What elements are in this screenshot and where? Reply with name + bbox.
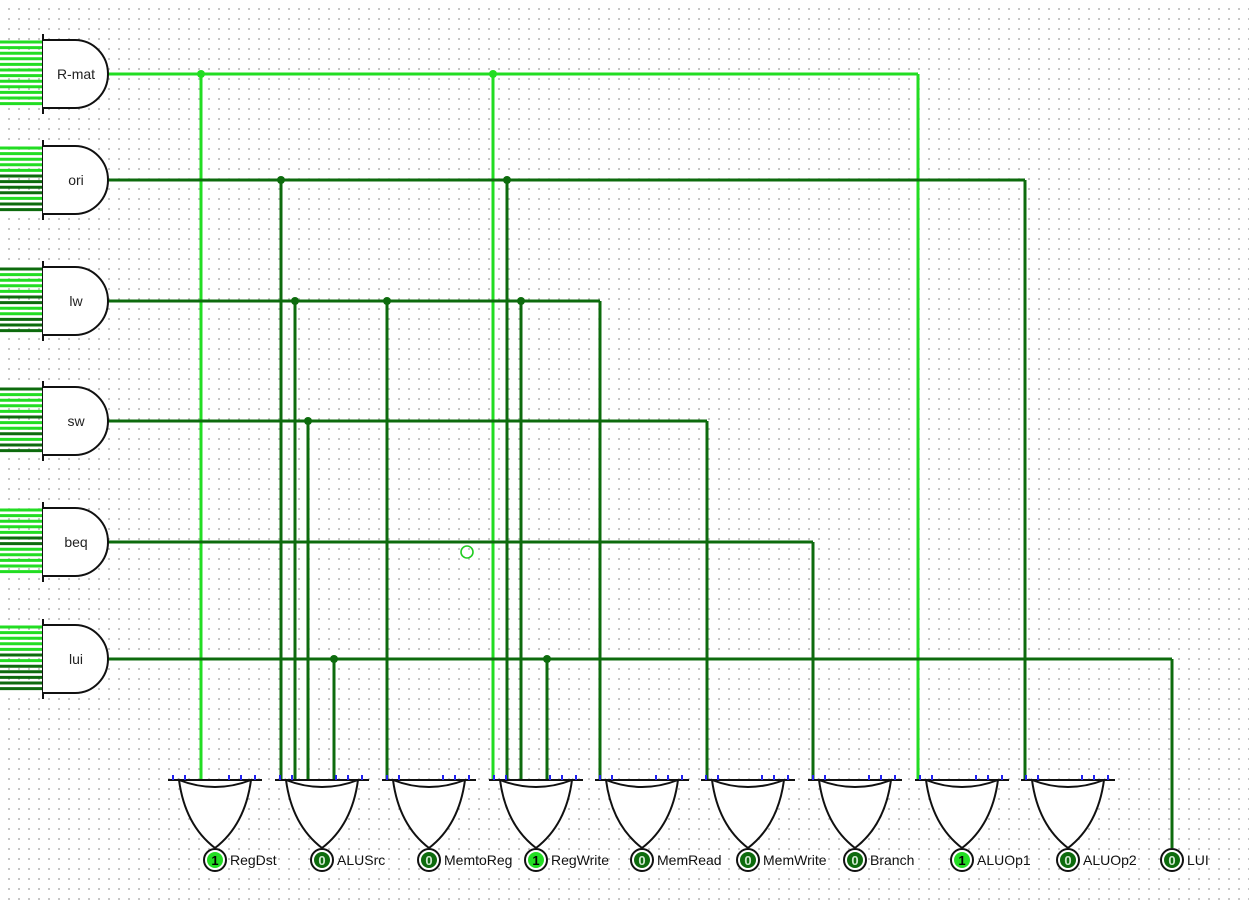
output-pin-led (847, 852, 863, 868)
output-pin-led (207, 852, 223, 868)
output-pin-value: 0 (851, 853, 858, 868)
wire-junction-dot (277, 176, 285, 184)
and-gate-lui[interactable]: lui (0, 619, 109, 699)
output-pin-value: 0 (425, 853, 432, 868)
and-gate-body (43, 624, 109, 694)
output-pin-value: 0 (318, 853, 325, 868)
and-gate-sw[interactable]: sw (0, 381, 109, 461)
output-pin-label: Branch (870, 852, 914, 868)
output-pin-value: 1 (958, 853, 965, 868)
or-gate-body (498, 778, 574, 850)
wires-layer (108, 70, 1174, 848)
or-gate-body (604, 778, 680, 850)
output-pin-label: ALUOp1 (977, 852, 1031, 868)
output-pin-led (740, 852, 756, 868)
or-gate-body (924, 778, 1000, 850)
output-pin-branch[interactable]: 0 Branch (843, 848, 914, 872)
output-pin-label: MemWrite (763, 852, 827, 868)
output-pin-led (1060, 852, 1076, 868)
or-gate-body (391, 778, 467, 850)
or-gate-aluop1[interactable] (915, 775, 1009, 850)
output-pin-memread[interactable]: 0 MemRead (630, 848, 722, 872)
or-gates-layer (168, 775, 1115, 850)
wire-junction-dot (489, 70, 497, 78)
wire-junction-dot (304, 417, 312, 425)
wire-junction-dot (543, 655, 551, 663)
wire-junction-dot (517, 297, 525, 305)
output-pin-value: 0 (638, 853, 645, 868)
and-gate-label: R-mat (57, 66, 95, 82)
output-pin-led (528, 852, 544, 868)
and-gate-body (43, 386, 109, 456)
output-pin-led (1164, 852, 1180, 868)
or-gate-aluop2[interactable] (1021, 775, 1115, 850)
or-gate-body (710, 778, 786, 850)
or-gate-regdst[interactable] (168, 775, 262, 850)
and-gate-body (43, 39, 109, 109)
output-pin-memtoreg[interactable]: 0 MemtoReg (417, 848, 512, 872)
and-gate-label: lui (69, 651, 83, 667)
output-pin-label: ALUSrc (337, 852, 385, 868)
output-pin-label: MemtoReg (444, 852, 512, 868)
and-gate-ori[interactable]: ori (0, 140, 109, 220)
and-gate-body (43, 266, 109, 336)
or-gate-body (817, 778, 893, 850)
wire-junction-dot (503, 176, 511, 184)
output-pin-alusrc[interactable]: 0 ALUSrc (310, 848, 385, 872)
or-gate-alusrc[interactable] (275, 775, 369, 850)
output-pin-led (421, 852, 437, 868)
gates-layer: R-mat ori lw sw beq lui (0, 34, 109, 699)
output-pin-label: ALUOp2 (1083, 852, 1137, 868)
and-gate-body (43, 507, 109, 577)
output-pin-regwrite[interactable]: 1 RegWrite (524, 848, 609, 872)
and-gate-label: beq (64, 534, 87, 550)
selection-probe-marker[interactable] (460, 545, 474, 559)
output-pin-value: 0 (1064, 853, 1071, 868)
and-gate-beq[interactable]: beq (0, 502, 109, 582)
or-gate-body (1030, 778, 1106, 850)
or-gate-branch[interactable] (808, 775, 902, 850)
output-pin-label: RegWrite (551, 852, 609, 868)
and-gate-label: ori (68, 172, 84, 188)
wire-junction-dot (330, 655, 338, 663)
and-gate-lw[interactable]: lw (0, 261, 109, 341)
and-gate-r-mat[interactable]: R-mat (0, 34, 109, 114)
or-gate-memwrite[interactable] (701, 775, 795, 850)
or-gate-body (177, 778, 253, 850)
or-gate-body (284, 778, 360, 850)
wire-junction-dot (291, 297, 299, 305)
output-pin-led (314, 852, 330, 868)
or-gate-regwrite[interactable] (489, 775, 583, 850)
and-gate-body (43, 145, 109, 215)
or-gate-memread[interactable] (595, 775, 689, 850)
output-pin-label: LUI (1187, 852, 1209, 868)
output-pin-aluop1[interactable]: 1 ALUOp1 (950, 848, 1031, 872)
output-pin-memwrite[interactable]: 0 MemWrite (736, 848, 827, 872)
output-pin-led (634, 852, 650, 868)
wire-junction-dot (197, 70, 205, 78)
output-pin-value: 0 (1168, 853, 1175, 868)
output-pins-layer: 1 RegDst 0 ALUSrc 0 MemtoReg 1 RegWrite 0 MemRead… (203, 848, 1209, 872)
and-gate-label: sw (67, 413, 85, 429)
or-gate-memtoreg[interactable] (382, 775, 476, 850)
and-gate-label: lw (69, 293, 83, 309)
output-pin-label: MemRead (657, 852, 722, 868)
output-pin-value: 0 (744, 853, 751, 868)
wire-junction-dot (383, 297, 391, 305)
output-pin-regdst[interactable]: 1 RegDst (203, 848, 277, 872)
output-pin-aluop2[interactable]: 0 ALUOp2 (1056, 848, 1137, 872)
output-pin-lui[interactable]: 0 LUI (1160, 848, 1209, 872)
output-pin-value: 1 (532, 853, 539, 868)
output-pin-value: 1 (211, 853, 218, 868)
output-pin-label: RegDst (230, 852, 277, 868)
output-pin-led (954, 852, 970, 868)
